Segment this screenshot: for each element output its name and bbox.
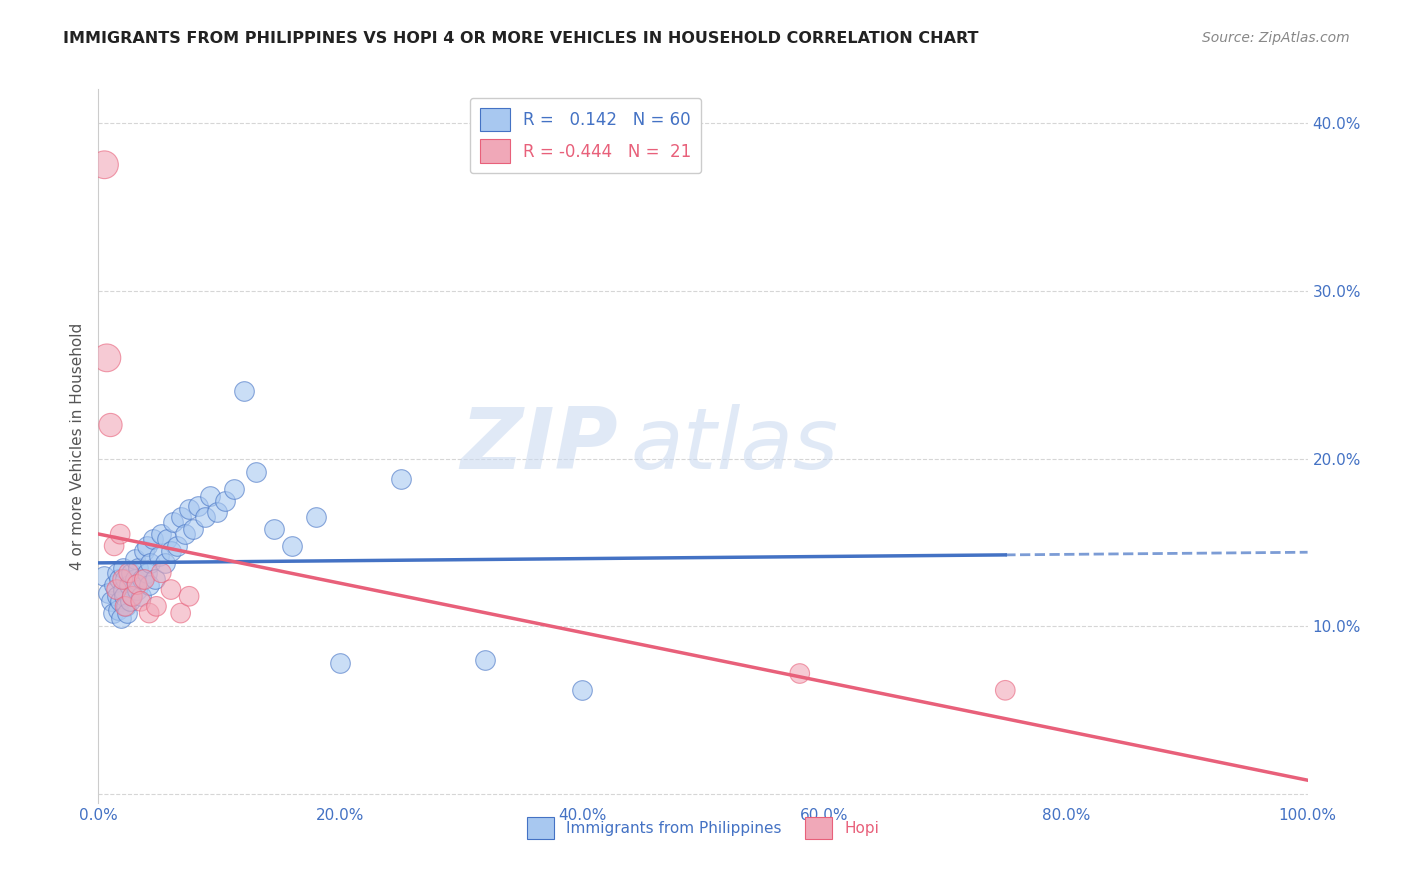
Point	[96, 351, 118, 365]
Point	[108, 573, 131, 587]
Point	[118, 566, 141, 580]
Point	[194, 510, 217, 524]
Point	[127, 560, 149, 574]
Y-axis label: 4 or more Vehicles in Household: 4 or more Vehicles in Household	[69, 322, 84, 570]
Point	[105, 582, 128, 597]
Point	[118, 577, 141, 591]
Text: ZIP: ZIP	[461, 404, 619, 488]
Point	[111, 560, 134, 574]
Point	[103, 577, 125, 591]
Point	[179, 589, 201, 603]
Point	[153, 556, 176, 570]
Point	[127, 577, 149, 591]
Point	[110, 611, 132, 625]
Point	[103, 539, 125, 553]
Point	[222, 482, 245, 496]
Point	[150, 566, 173, 580]
Point	[135, 539, 157, 553]
Point	[198, 489, 221, 503]
Point	[97, 586, 120, 600]
Point	[474, 653, 496, 667]
Point	[245, 465, 267, 479]
Point	[107, 603, 129, 617]
Point	[134, 544, 156, 558]
Point	[114, 573, 136, 587]
Point	[93, 569, 115, 583]
Point	[117, 606, 139, 620]
Point	[120, 566, 142, 580]
Point	[111, 582, 134, 597]
Point	[114, 599, 136, 614]
Point	[118, 594, 141, 608]
Point	[181, 522, 204, 536]
Point	[143, 573, 166, 587]
Point	[105, 566, 128, 580]
Point	[112, 589, 135, 603]
Point	[169, 606, 191, 620]
Text: IMMIGRANTS FROM PHILIPPINES VS HOPI 4 OR MORE VEHICLES IN HOUSEHOLD CORRELATION : IMMIGRANTS FROM PHILIPPINES VS HOPI 4 OR…	[63, 31, 979, 46]
Point	[174, 527, 197, 541]
Point	[129, 594, 152, 608]
Point	[101, 606, 124, 620]
Point	[205, 505, 228, 519]
Point	[305, 510, 328, 524]
Point	[156, 532, 179, 546]
Point	[138, 577, 160, 591]
Point	[138, 606, 160, 620]
Point	[187, 499, 209, 513]
Point	[179, 502, 201, 516]
Point	[115, 599, 138, 614]
Point	[93, 158, 115, 172]
Point	[148, 549, 170, 563]
Text: atlas: atlas	[630, 404, 838, 488]
Point	[281, 539, 304, 553]
Point	[135, 566, 157, 580]
Point	[789, 666, 811, 681]
Point	[389, 472, 412, 486]
Point	[111, 573, 134, 587]
Point	[124, 552, 146, 566]
Point	[166, 539, 188, 553]
Point	[108, 527, 131, 541]
Point	[139, 556, 162, 570]
Point	[162, 516, 184, 530]
Point	[134, 573, 156, 587]
Point	[124, 573, 146, 587]
Point	[121, 589, 143, 603]
Point	[571, 683, 593, 698]
Point	[129, 589, 152, 603]
Point	[160, 582, 183, 597]
Point	[121, 589, 143, 603]
Point	[214, 493, 236, 508]
Point	[263, 522, 285, 536]
Point	[160, 544, 183, 558]
Text: Source: ZipAtlas.com: Source: ZipAtlas.com	[1202, 31, 1350, 45]
Point	[142, 532, 165, 546]
Point	[994, 683, 1017, 698]
Point	[127, 582, 149, 597]
Point	[150, 527, 173, 541]
Legend: Immigrants from Philippines, Hopi: Immigrants from Philippines, Hopi	[520, 811, 886, 845]
Point	[105, 589, 128, 603]
Point	[169, 510, 191, 524]
Point	[108, 594, 131, 608]
Point	[100, 594, 122, 608]
Point	[100, 417, 122, 432]
Point	[145, 599, 167, 614]
Point	[131, 573, 153, 587]
Point	[232, 384, 254, 399]
Point	[329, 657, 352, 671]
